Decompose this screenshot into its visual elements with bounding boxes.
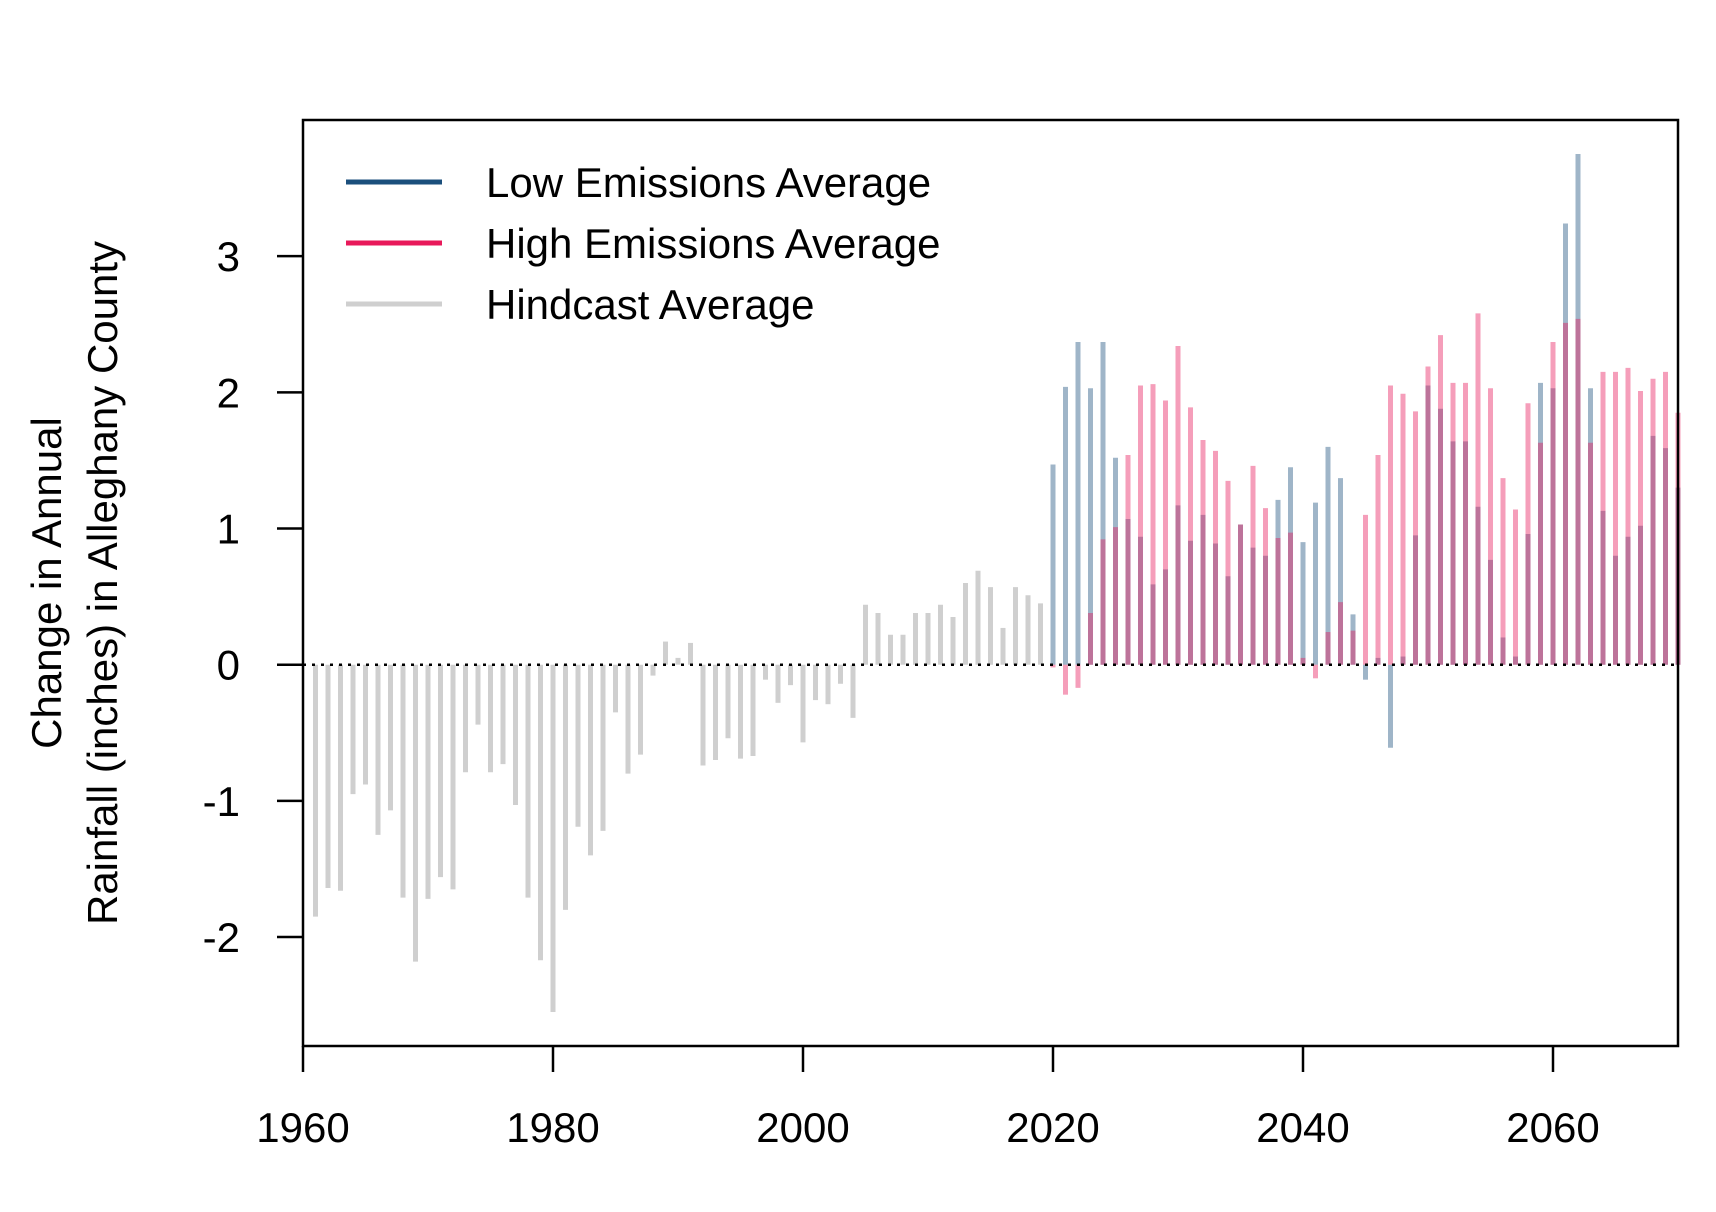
legend: Low Emissions Average High Emissions Aver…	[346, 159, 940, 328]
y-axis-label: Change in Annual Rainfall (inches) in All…	[23, 241, 126, 925]
y-axis: -2 -1 0 1 2 3	[203, 233, 303, 961]
y-tick-label: 1	[217, 506, 240, 553]
legend-label: Low Emissions Average	[486, 159, 931, 206]
legend-label: High Emissions Average	[486, 220, 940, 267]
y-axis-label-line: Rainfall (inches) in Alleghany County	[79, 241, 126, 925]
y-tick-label: 3	[217, 233, 240, 280]
y-tick-label: 2	[217, 369, 240, 416]
y-tick-label: -1	[203, 778, 240, 825]
x-tick-label: 2000	[756, 1104, 849, 1151]
y-tick-label: -2	[203, 914, 240, 961]
x-axis: 1960 1980 2000 2020 2040 2060	[256, 1046, 1600, 1151]
x-tick-label: 2040	[1256, 1104, 1349, 1151]
y-tick-label: 0	[217, 642, 240, 689]
bars-layer	[313, 154, 1681, 1012]
y-axis-label-line: Change in Annual	[23, 417, 70, 749]
x-tick-label: 1960	[256, 1104, 349, 1151]
plot-frame	[301, 118, 1680, 1048]
x-tick-label: 1980	[506, 1104, 599, 1151]
x-tick-label: 2060	[1506, 1104, 1599, 1151]
x-tick-label: 2020	[1006, 1104, 1099, 1151]
legend-label: Hindcast Average	[486, 281, 814, 328]
